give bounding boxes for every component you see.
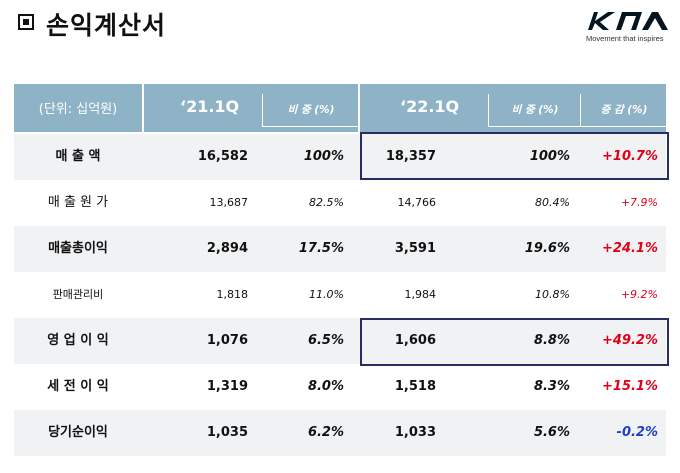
- table-row: 매 출 액 16,582 100% 18,357 100% +10.7%: [14, 134, 666, 180]
- row-label: 세 전 이 익: [47, 379, 109, 394]
- value-b: 18,357: [385, 149, 436, 164]
- period-b-label: ‘22.1Q: [400, 97, 460, 116]
- value-a: 1,076: [206, 333, 248, 348]
- change-value: +15.1%: [602, 379, 658, 394]
- row-label: 당기순이익: [48, 425, 108, 440]
- ratio-a: 11.0%: [309, 288, 344, 301]
- ratio-a: 17.5%: [298, 241, 344, 256]
- value-b: 1,984: [404, 288, 437, 301]
- title-square-icon: [18, 14, 34, 30]
- ratio-a: 8.0%: [307, 379, 344, 394]
- value-b: 1,606: [394, 333, 436, 348]
- table-row: 매출총이익 2,894 17.5% 3,591 19.6% +24.1%: [14, 226, 666, 272]
- value-b: 1,033: [394, 425, 436, 440]
- value-a: 1,035: [206, 425, 248, 440]
- value-b: 14,766: [397, 196, 437, 209]
- ratio-a: 82.5%: [309, 196, 344, 209]
- value-a: 1,818: [216, 288, 249, 301]
- ratio-b: 8.8%: [533, 333, 570, 348]
- ratio-a: 6.2%: [307, 425, 344, 440]
- ratio-a-header: 비 중 (%): [262, 94, 359, 127]
- kia-logo-icon: [588, 12, 668, 30]
- brand-tagline: Movement that inspires: [586, 34, 664, 43]
- change-value: +9.2%: [620, 288, 658, 301]
- table-header-unit: (단위: 십억원): [14, 84, 142, 132]
- ratio-b: 10.8%: [535, 288, 570, 301]
- change-value: +7.9%: [620, 196, 658, 209]
- change-value: +49.2%: [602, 333, 658, 348]
- row-label: 매 출 액: [55, 149, 101, 164]
- table-row: 매 출 원 가 13,687 82.5% 14,766 80.4% +7.9%: [14, 180, 666, 226]
- value-b: 3,591: [394, 241, 436, 256]
- row-label: 판매관리비: [52, 288, 104, 301]
- row-label: 매 출 원 가: [47, 195, 109, 210]
- table-row: 판매관리비 1,818 11.0% 1,984 10.8% +9.2%: [14, 272, 666, 318]
- highlight-box-revenue: [360, 132, 669, 180]
- ratio-b-header: 비 중 (%): [488, 94, 581, 127]
- value-a: 16,582: [197, 149, 248, 164]
- change-header: 증 감 (%): [580, 94, 667, 127]
- change-value: +24.1%: [602, 241, 658, 256]
- ratio-b: 19.6%: [524, 241, 570, 256]
- ratio-b: 8.3%: [533, 379, 570, 394]
- table-header-period-b: ‘22.1Q 비 중 (%) 증 감 (%): [360, 84, 667, 132]
- change-value: +10.7%: [602, 149, 658, 164]
- table-header-period-a: ‘21.1Q 비 중 (%): [144, 84, 359, 132]
- ratio-b: 100%: [529, 149, 570, 164]
- table-row: 세 전 이 익 1,319 8.0% 1,518 8.3% +15.1%: [14, 364, 666, 410]
- ratio-a: 100%: [303, 149, 344, 164]
- period-a-label: ‘21.1Q: [180, 97, 240, 116]
- ratio-b: 80.4%: [535, 196, 570, 209]
- brand-logo: Movement that inspires: [586, 10, 670, 43]
- value-a: 13,687: [209, 196, 249, 209]
- highlight-box-operating-income: [360, 318, 669, 366]
- value-a: 2,894: [206, 241, 248, 256]
- value-b: 1,518: [394, 379, 436, 394]
- value-a: 1,319: [206, 379, 248, 394]
- table-row: 당기순이익 1,035 6.2% 1,033 5.6% -0.2%: [14, 410, 666, 456]
- table-row: 영 업 이 익 1,076 6.5% 1,606 8.8% +49.2%: [14, 318, 666, 364]
- ratio-b: 5.6%: [533, 425, 570, 440]
- page-title: 손익계산서: [46, 11, 167, 40]
- ratio-a: 6.5%: [307, 333, 344, 348]
- row-label: 영 업 이 익: [47, 333, 109, 348]
- unit-label: (단위: 십억원): [38, 102, 118, 117]
- change-value: -0.2%: [616, 425, 658, 440]
- row-label: 매출총이익: [48, 241, 108, 256]
